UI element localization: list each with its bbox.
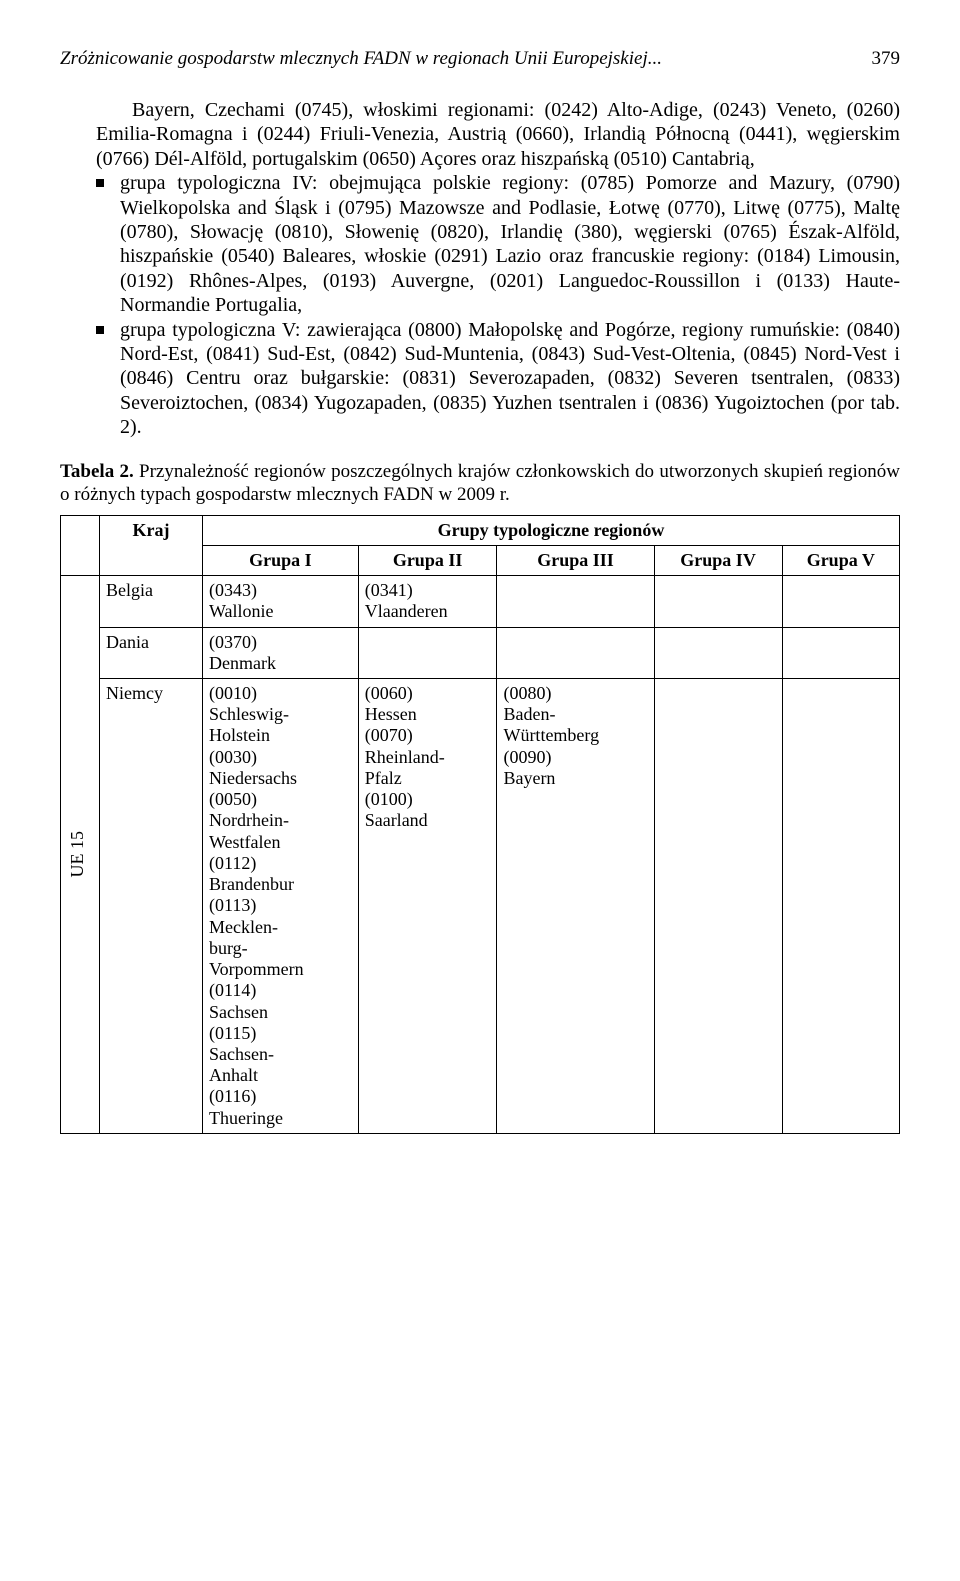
table-header-kraj: Kraj — [100, 516, 203, 576]
cell-g5 — [782, 576, 899, 627]
cell-g2: (0341)Vlaanderen — [358, 576, 497, 627]
bullet-list: grupa typologiczna IV: obejmująca polski… — [96, 171, 900, 439]
table-header-blank — [61, 516, 100, 576]
table-header-g2: Grupa II — [358, 546, 497, 576]
list-item: grupa typologiczna V: zawierająca (0800)… — [96, 318, 900, 440]
cell-g1: (0343)Wallonie — [203, 576, 359, 627]
cell-g5 — [782, 679, 899, 1134]
table-header-groups: Grupy typologiczne regionów — [203, 516, 900, 546]
cell-g2: (0060)Hessen(0070)Rheinland-Pfalz(0100)S… — [358, 679, 497, 1134]
table-header-g5: Grupa V — [782, 546, 899, 576]
cell-g4 — [654, 679, 782, 1134]
cell-kraj: Dania — [100, 627, 203, 678]
running-header: Zróżnicowanie gospodarstw mlecznych FADN… — [60, 48, 900, 70]
cell-g1: (0010)Schleswig-Holstein(0030)Niedersach… — [203, 679, 359, 1134]
table-row: Dania(0370)Denmark — [61, 627, 900, 678]
cell-kraj: Belgia — [100, 576, 203, 627]
table-caption-lead: Tabela 2. — [60, 461, 134, 482]
cell-g3 — [497, 627, 654, 678]
running-title: Zróżnicowanie gospodarstw mlecznych FADN… — [60, 48, 662, 70]
table-row: Niemcy(0010)Schleswig-Holstein(0030)Nied… — [61, 679, 900, 1134]
body-text: Bayern, Czechami (0745), włoskimi region… — [96, 98, 900, 439]
table-header-g1: Grupa I — [203, 546, 359, 576]
cell-g1: (0370)Denmark — [203, 627, 359, 678]
table-side-label: UE 15 — [61, 576, 100, 1134]
table-caption: Tabela 2. Przynależność regionów poszcze… — [60, 461, 900, 507]
paragraph-first: Bayern, Czechami (0745), włoskimi region… — [96, 98, 900, 171]
cell-g4 — [654, 576, 782, 627]
table-caption-rest: Przynależność regionów poszczególnych kr… — [60, 461, 900, 505]
table-row: UE 15Belgia(0343)Wallonie(0341)Vlaandere… — [61, 576, 900, 627]
cell-g3: (0080)Baden-Württemberg(0090)Bayern — [497, 679, 654, 1134]
table-header-g3: Grupa III — [497, 546, 654, 576]
cell-kraj: Niemcy — [100, 679, 203, 1134]
regions-table: Kraj Grupy typologiczne regionów Grupa I… — [60, 515, 900, 1134]
cell-g5 — [782, 627, 899, 678]
cell-g2 — [358, 627, 497, 678]
table-header-g4: Grupa IV — [654, 546, 782, 576]
cell-g3 — [497, 576, 654, 627]
page-number: 379 — [872, 48, 901, 70]
cell-g4 — [654, 627, 782, 678]
list-item: grupa typologiczna IV: obejmująca polski… — [96, 171, 900, 317]
